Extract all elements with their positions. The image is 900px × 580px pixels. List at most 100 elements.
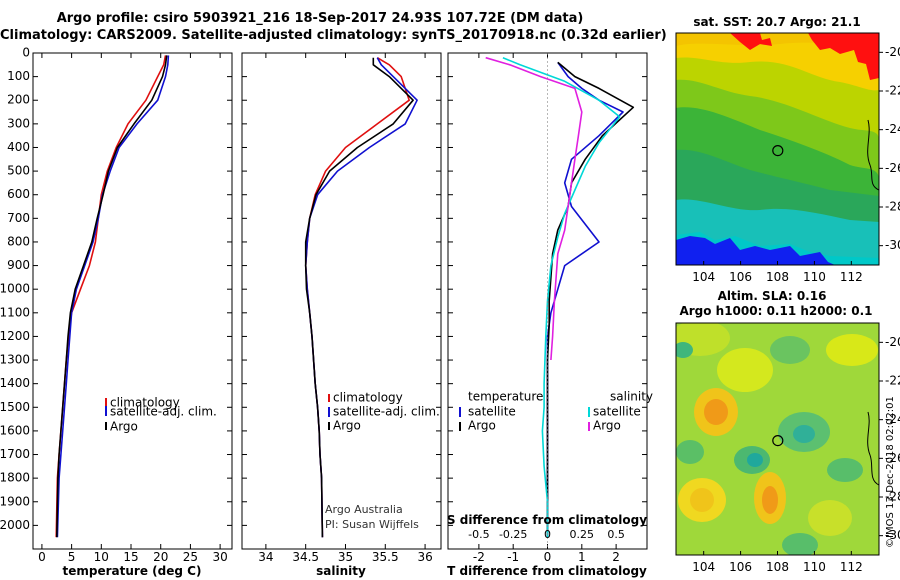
y-tick-label: 1500 [0, 400, 30, 414]
map-x-tick-label: 112 [840, 560, 863, 574]
legend-argo: Argo [333, 419, 361, 433]
series-line-climatology [55, 55, 167, 538]
y-tick-label: 1300 [0, 353, 30, 367]
series-line-temperature-argo [546, 61, 635, 538]
map-y-tick-label: -28 [885, 200, 900, 214]
map-y-tick-label: -30 [885, 238, 900, 252]
map-y-tick-label: -22 [885, 84, 900, 98]
series-line-temperature-satellite [546, 61, 624, 538]
x-tick-label: 0 [544, 550, 552, 564]
y-tick-label: 1900 [0, 494, 30, 508]
x-tick-label: 36 [417, 550, 432, 564]
legend-salinity-satellite: satellite [593, 405, 641, 419]
legend-temperature-title: temperature [468, 390, 543, 404]
legend-temperature-argo: Argo [468, 419, 496, 433]
legend-argo: Argo [110, 420, 138, 434]
x-tick-label: 1 [578, 550, 586, 564]
x-tick-label: 5 [68, 550, 76, 564]
difference-legend: temperature satellite Argo salinity sate… [459, 390, 653, 433]
temperature-xlabel: temperature (deg C) [63, 564, 202, 578]
series-line-argo [304, 57, 414, 538]
x-tick-label: 10 [94, 550, 109, 564]
x-tick-label: 0 [38, 550, 46, 564]
map-y-tick-label: -26 [885, 161, 900, 175]
y-tick-label: 2000 [0, 518, 30, 532]
x-tick-label-top: -0.5 [468, 528, 489, 541]
x-tick-label: 30 [212, 550, 227, 564]
y-tick-label: 1200 [0, 329, 30, 343]
sla-map-subtitle: Argo h1000: 0.11 h2000: 0.1 [679, 304, 872, 318]
sla-map [676, 323, 879, 555]
y-tick-label: 200 [7, 93, 30, 107]
map-y-tick-label: -26 [885, 451, 900, 465]
legend-satellite-adj: satellite-adj. clim. [110, 405, 217, 419]
x-tick-label-top: 0.25 [570, 528, 595, 541]
sst-map [676, 33, 879, 265]
y-tick-label: 1600 [0, 423, 30, 437]
map-x-tick-label: 104 [692, 560, 715, 574]
series-line-satellite-adj-clim- [56, 55, 170, 538]
map-x-tick-label: 108 [766, 560, 789, 574]
y-tick-label: 0 [22, 46, 30, 60]
map-y-tick-label: -20 [885, 335, 900, 349]
y-tick-label: 1400 [0, 376, 30, 390]
legend-satellite-adj: satellite-adj. clim. [333, 405, 440, 419]
y-tick-label: 500 [7, 164, 30, 178]
y-tick-label: 700 [7, 211, 30, 225]
chart-title-line1: Argo profile: csiro 5903921_216 18-Sep-2… [56, 11, 584, 26]
salinity-xlabel: salinity [316, 564, 366, 578]
map-y-tick-label: -24 [885, 122, 900, 136]
map-x-tick-label: 106 [729, 270, 752, 284]
difference-xlabel: T difference from climatology [447, 564, 647, 578]
map-x-tick-label: 110 [803, 560, 826, 574]
temperature-panel: 0100200300400500600700800900100011001200… [0, 46, 232, 564]
difference-panel: -2 -1 0 1 2 -0.5 -0.25 0 0.25 0.5 [448, 52, 647, 564]
y-tick-label: 100 [7, 69, 30, 83]
argo-float-marker [772, 435, 784, 447]
map-x-tick-label: 110 [803, 270, 826, 284]
map-x-tick-label: 104 [692, 270, 715, 284]
map-x-tick-label: 106 [729, 560, 752, 574]
legend-temperature-satellite: satellite [468, 405, 516, 419]
y-tick-label: 600 [7, 187, 30, 201]
map-x-tick-label: 112 [840, 270, 863, 284]
y-tick-label: 300 [7, 116, 30, 130]
y-tick-label: 400 [7, 140, 30, 154]
y-tick-label: 1000 [0, 282, 30, 296]
x-tick-label: 35 [338, 550, 353, 564]
credit-pi: PI: Susan Wijffels [325, 518, 419, 531]
salinity-legend: climatology satellite-adj. clim. Argo Ar… [325, 391, 440, 532]
y-tick-label: 1100 [0, 305, 30, 319]
series-line-salinity-satellite [502, 56, 621, 538]
chart-title-line2: Climatology: CARS2009. Satellite-adjuste… [0, 28, 667, 43]
salinity-panel: 34 34.5 35 35.5 36 [242, 52, 441, 564]
x-tick-label-top: -0.25 [499, 528, 527, 541]
salinity-panel-frame [241, 52, 442, 550]
series-line-argo [56, 55, 168, 538]
legend-climatology: climatology [110, 396, 180, 410]
series-line-satellite-adj-clim- [304, 57, 418, 538]
y-tick-label: 800 [7, 234, 30, 248]
map-y-tick-label: -24 [885, 412, 900, 426]
x-tick-label: 20 [153, 550, 168, 564]
sst-map-title: sat. SST: 20.7 Argo: 21.1 [693, 15, 860, 29]
temperature-legend: climatology satellite-adj. clim. Argo [105, 396, 217, 434]
x-tick-label: 35.5 [372, 550, 399, 564]
credit-timestamp: ©IMOS 13-Dec-2018 02:02:01 [885, 396, 896, 548]
legend-salinity-title: salinity [610, 390, 653, 404]
sla-map-title: Altim. SLA: 0.16 [718, 289, 827, 303]
x-tick-label: 2 [612, 550, 620, 564]
legend-salinity-argo: Argo [593, 419, 621, 433]
x-tick-label: -2 [473, 550, 485, 564]
x-tick-label-top: 0.5 [607, 528, 625, 541]
map-y-tick-label: -28 [885, 490, 900, 504]
legend-climatology: climatology [333, 391, 403, 405]
difference-xlabel-top: S difference from climatology [447, 513, 647, 527]
credit-argo-australia: Argo Australia [325, 503, 403, 516]
x-tick-label: 34.5 [292, 550, 319, 564]
y-tick-label: 1800 [0, 471, 30, 485]
y-tick-label: 900 [7, 258, 30, 272]
map-y-tick-label: -20 [885, 45, 900, 59]
x-tick-label-top: 0 [544, 528, 551, 541]
